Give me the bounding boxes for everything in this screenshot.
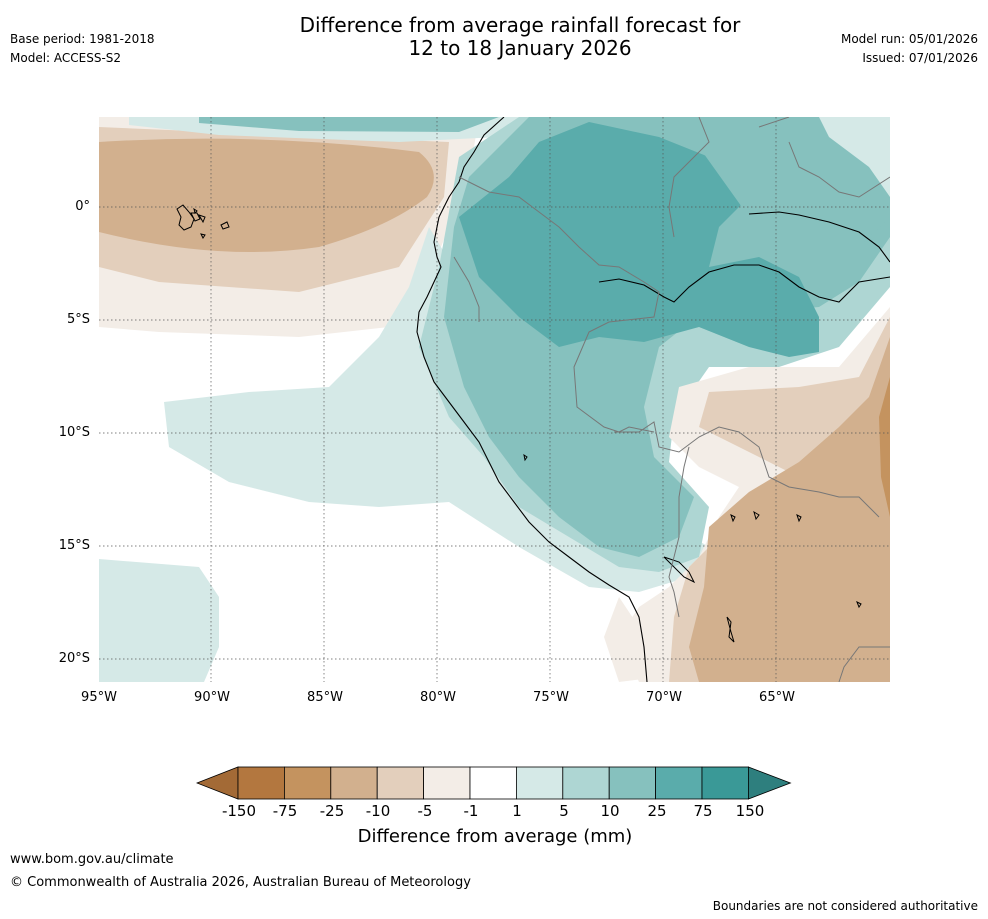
title-line-2: 12 to 18 January 2026 xyxy=(408,36,632,60)
legend-label: -150 xyxy=(221,802,257,820)
colorbar xyxy=(196,766,792,800)
x-tick-65w: 65°W xyxy=(759,690,795,705)
disclaimer-text: Boundaries are not considered authoritat… xyxy=(712,899,978,913)
legend-swatch xyxy=(515,766,564,800)
issued-text: Issued: 07/01/2026 xyxy=(862,51,978,65)
legend-label: -75 xyxy=(272,802,298,820)
legend-label: -10 xyxy=(365,802,391,820)
copyright-text: © Commonwealth of Australia 2026, Austra… xyxy=(10,875,471,890)
x-tick-70w: 70°W xyxy=(646,690,682,705)
legend-label: -5 xyxy=(417,802,433,820)
wet-anomaly-northeast xyxy=(699,117,890,247)
base-period-text: Base period: 1981-2018 xyxy=(10,32,155,46)
legend-swatch xyxy=(469,766,517,800)
wet-anomaly-southwest-patch xyxy=(99,559,219,682)
legend-swatch xyxy=(608,766,657,800)
legend-label: -25 xyxy=(319,802,345,820)
dry-anomaly-southeast-strong xyxy=(879,377,890,517)
coastline xyxy=(416,117,648,682)
legend-swatch xyxy=(562,766,610,800)
legend-label: 10 xyxy=(600,802,620,820)
legend-swatch xyxy=(423,766,471,800)
galapagos-islands xyxy=(176,204,230,239)
coastline-lake xyxy=(663,556,696,584)
wet-band-north-mid xyxy=(199,117,499,132)
x-tick-85w: 85°W xyxy=(307,690,343,705)
y-tick-10s: 10°S xyxy=(58,425,90,440)
x-tick-75w: 75°W xyxy=(533,690,569,705)
legend-label: 75 xyxy=(693,802,713,820)
y-tick-5s: 5°S xyxy=(66,312,90,327)
small-lakes xyxy=(523,453,862,643)
country-borders xyxy=(453,117,890,682)
legend-label: 150 xyxy=(735,802,765,820)
y-tick-15s: 15°S xyxy=(58,538,90,553)
y-tick-20s: 20°S xyxy=(58,651,90,666)
dry-anomaly-equatorial-pacific-core xyxy=(99,138,434,252)
x-tick-90w: 90°W xyxy=(194,690,230,705)
rainfall-map xyxy=(99,117,890,682)
model-run-text: Model run: 05/01/2026 xyxy=(840,32,978,46)
legend-swatch xyxy=(284,766,332,800)
legend-extend-high xyxy=(748,766,792,800)
dry-anomaly-southeast-core xyxy=(689,337,890,682)
legend-label: -1 xyxy=(463,802,479,820)
y-tick-0: 0° xyxy=(75,199,90,214)
legend-swatch xyxy=(376,766,424,800)
wet-anomaly-northeast-light xyxy=(819,117,890,197)
legend-label: 5 xyxy=(559,802,569,820)
legend-extend-low xyxy=(196,766,239,800)
title-line-1: Difference from average rainfall forecas… xyxy=(299,13,741,37)
x-tick-80w: 80°W xyxy=(420,690,456,705)
legend-title: Difference from average (mm) xyxy=(357,826,633,847)
model-text: Model: ACCESS-S2 xyxy=(10,51,122,65)
amazon-river-north xyxy=(748,211,890,263)
legend-swatch xyxy=(655,766,703,800)
legend-swatch xyxy=(701,766,749,800)
amazon-river xyxy=(598,264,890,303)
website-link[interactable]: www.bom.gov.au/climate xyxy=(10,852,174,867)
legend-label: 25 xyxy=(647,802,667,820)
legend-swatch xyxy=(237,766,285,800)
legend-label: 1 xyxy=(512,802,522,820)
legend-swatch xyxy=(330,766,378,800)
x-tick-95w: 95°W xyxy=(81,690,117,705)
